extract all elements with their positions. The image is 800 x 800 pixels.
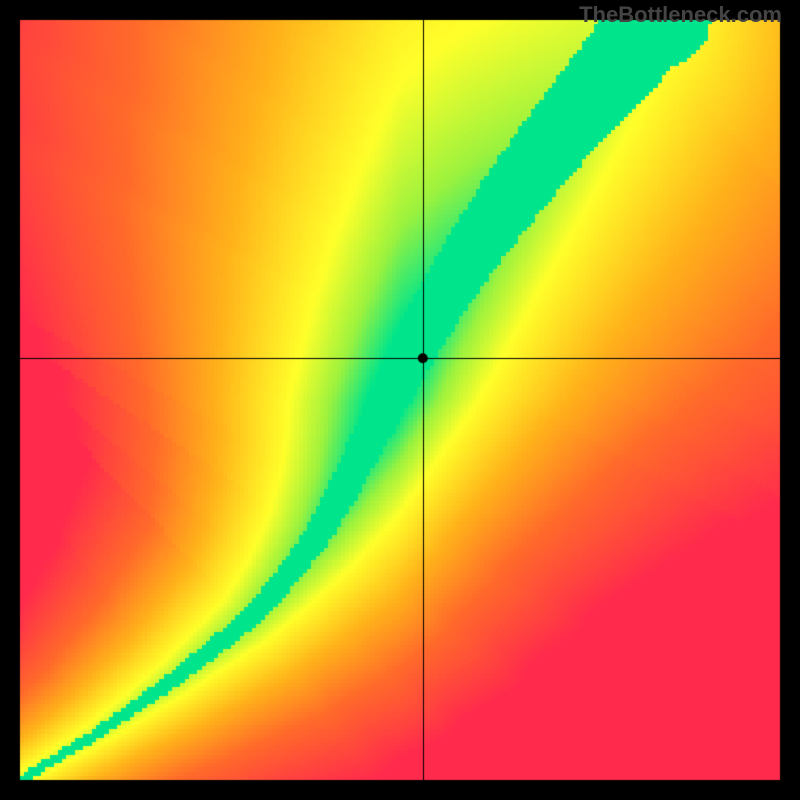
attribution-text: TheBottleneck.com <box>579 2 782 28</box>
heatmap-canvas <box>0 0 800 800</box>
